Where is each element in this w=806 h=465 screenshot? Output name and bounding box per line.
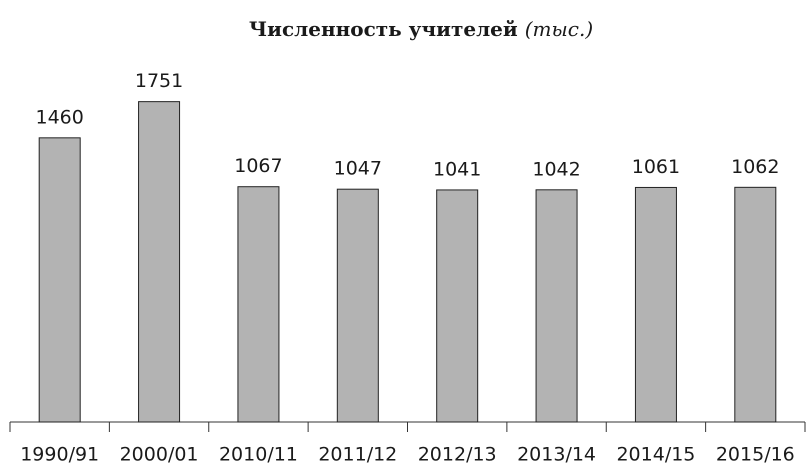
bar (237, 186, 280, 423)
data-label: 1061 (632, 156, 680, 178)
bar (634, 186, 677, 423)
data-label: 1047 (334, 158, 382, 180)
bar (734, 186, 777, 423)
data-label: 1751 (135, 70, 183, 92)
title-main: Численность учителей (249, 17, 518, 41)
x-tick-label: 1990/91 (20, 444, 99, 465)
bar (336, 188, 379, 423)
data-label: 1067 (234, 155, 282, 177)
data-label: 1041 (433, 158, 481, 180)
bar (138, 101, 181, 423)
data-label: 1460 (36, 106, 84, 128)
chart-title: Численность учителей (тыс.) (249, 17, 593, 41)
x-tick-label: 2000/01 (120, 444, 199, 465)
x-tick-label: 2014/15 (616, 444, 695, 465)
data-label: 1062 (731, 156, 779, 178)
x-tick-label: 2013/14 (517, 444, 596, 465)
x-tick-label: 2012/13 (418, 444, 497, 465)
x-tick-label: 2015/16 (716, 444, 795, 465)
data-label: 1042 (532, 158, 580, 180)
x-tick-label: 2010/11 (219, 444, 298, 465)
bar (38, 137, 81, 423)
bar (535, 189, 578, 423)
title-unit: (тыс.) (525, 17, 593, 41)
x-tick-label: 2011/12 (318, 444, 397, 465)
bar (436, 189, 479, 423)
